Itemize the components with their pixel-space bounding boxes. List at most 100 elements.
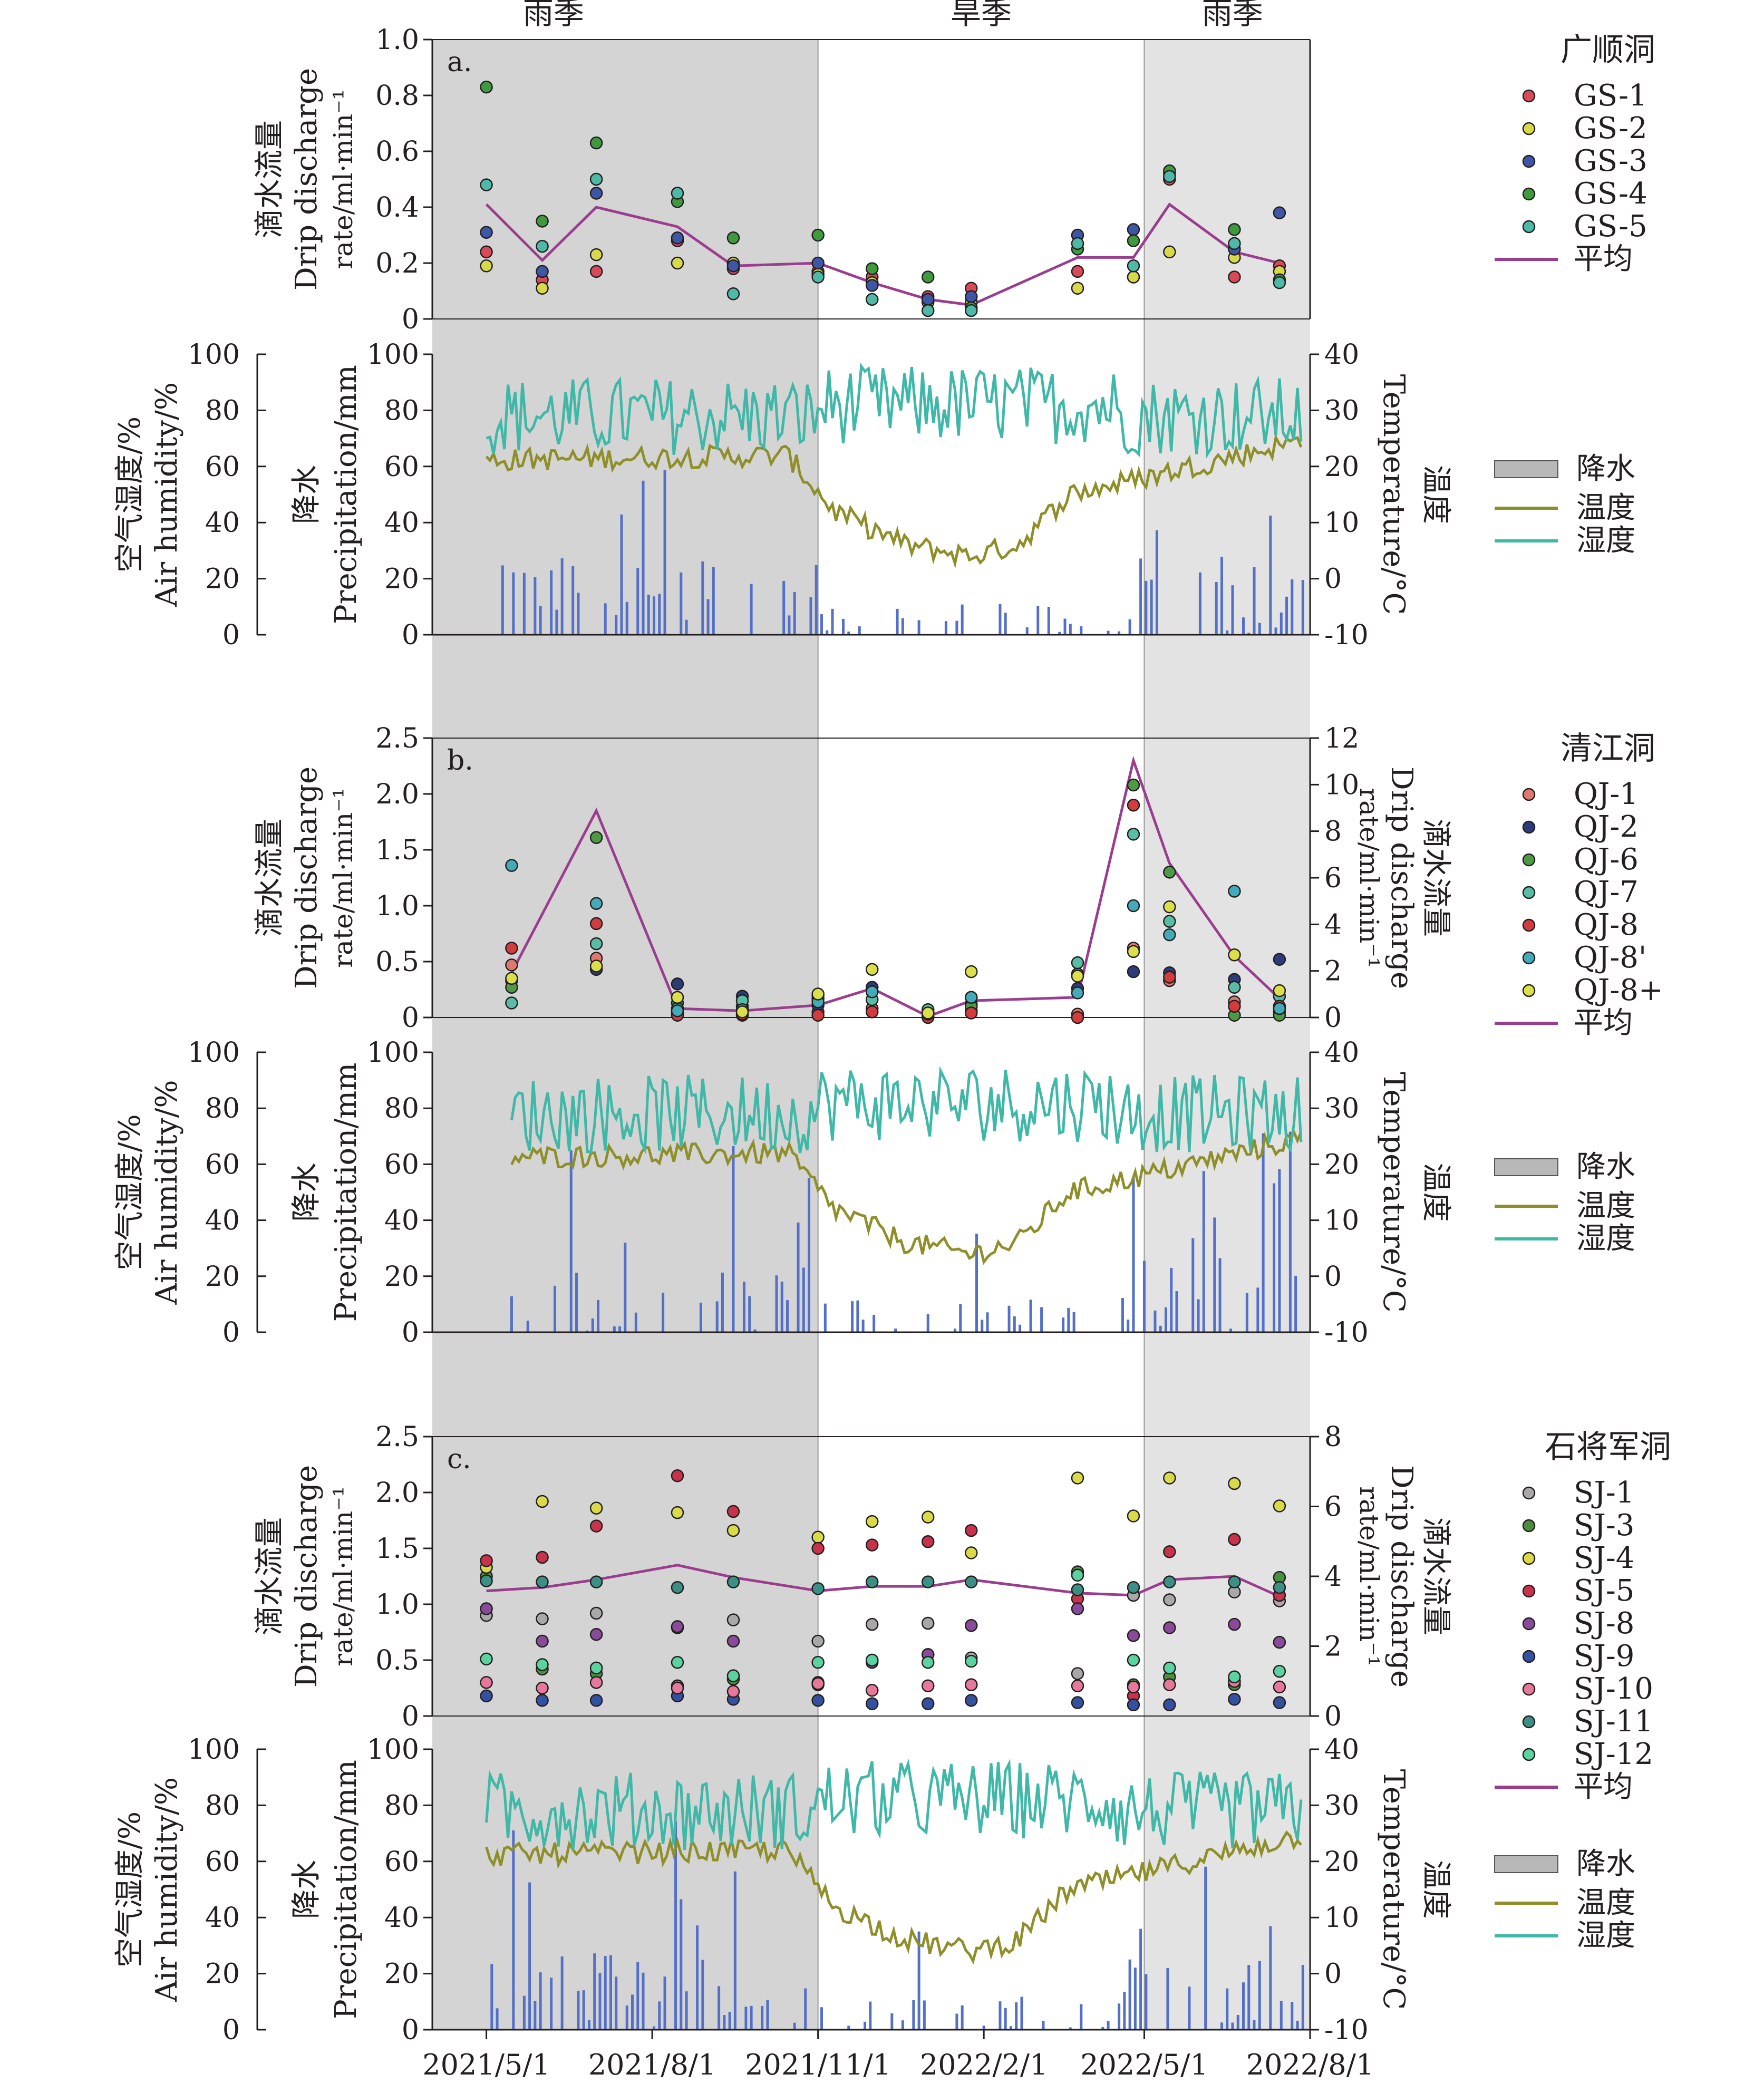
point-sj-12 (811, 1655, 825, 1669)
point-sj-8 (1127, 1629, 1140, 1642)
legend-marker (1522, 820, 1536, 834)
point-sj-8 (589, 1627, 603, 1641)
point-qj-8- (671, 1004, 684, 1017)
point-sj-8 (726, 1634, 740, 1648)
point-sj-10 (589, 1676, 603, 1689)
point-sj-10 (1127, 1680, 1140, 1694)
point-gs-5 (1127, 259, 1140, 273)
point-sj-12 (1163, 1661, 1176, 1675)
point-qj-8- (964, 965, 978, 978)
drip-right-title-cn: 滴水流量 (1419, 1517, 1453, 1635)
climate-panel-b: 100 100 40 80 80 30 60 60 20 40 40 10 20 20 0 0 0 -10 空气湿度… (113, 1037, 1635, 1349)
legend-precip-label: 降水 (1576, 1847, 1635, 1881)
point-gs-5 (921, 304, 935, 317)
point-qj-8 (1071, 1011, 1084, 1024)
point-qj-1 (505, 958, 518, 972)
point-sj-9 (964, 1694, 978, 1707)
point-sj-10 (536, 1681, 549, 1695)
point-sj-1 (811, 1634, 825, 1648)
point-gs-3 (811, 256, 825, 270)
precip-axis-title-en: Precipitation/mm (329, 365, 363, 624)
point-gs-3 (671, 231, 684, 245)
season-band-2 (818, 40, 1145, 2030)
humidity-tick-label: 0 (222, 2014, 240, 2046)
point-sj-8 (1273, 1635, 1286, 1649)
legend-label: QJ-8' (1574, 941, 1646, 975)
season-band-1 (432, 40, 818, 2030)
humidity-tick-label: 60 (205, 1149, 240, 1180)
point-sj-1 (865, 1617, 879, 1631)
point-qj-6 (1127, 778, 1140, 792)
humidity-tick-label: 20 (205, 1261, 240, 1293)
point-sj-4 (921, 1510, 935, 1524)
point-sj-4 (1273, 1499, 1286, 1513)
panel-label: a. (447, 46, 472, 78)
humidity-tick-label: 80 (205, 1093, 240, 1125)
x-tick-label: 2021/8/1 (588, 2048, 716, 2081)
legend-marker (1522, 951, 1536, 965)
humidity-tick-label: 60 (205, 451, 240, 483)
point-gs-5 (536, 239, 549, 253)
point-sj-12 (589, 1661, 603, 1675)
point-sj-5 (536, 1550, 549, 1564)
temp-tick-label: -10 (1324, 1317, 1369, 1349)
point-sj-10 (1071, 1679, 1084, 1693)
point-sj-5 (726, 1505, 740, 1518)
point-qj-6 (589, 831, 603, 844)
humidity-line (485, 1758, 1303, 1850)
season-band-3 (1144, 40, 1310, 2030)
point-qj-8 (1163, 971, 1176, 984)
point-qj-8- (589, 897, 603, 910)
drip-y-title-unit: rate/ml·min⁻¹ (328, 788, 358, 968)
point-gs-1 (589, 265, 603, 278)
point-sj-1 (726, 1613, 740, 1626)
legend-temp-label: 温度 (1576, 1189, 1635, 1223)
drip-y-title-en: Drip discharge (289, 68, 324, 290)
precip-tick-label: 20 (384, 1959, 419, 1990)
legend-marker (1522, 886, 1536, 899)
point-sj-11 (921, 1575, 935, 1588)
legend-marker (1522, 187, 1536, 201)
temp-axis-title-en: Temperature/°C (1377, 1769, 1411, 2010)
drip-y-title-en: Drip discharge (289, 767, 324, 989)
point-sj-11 (726, 1575, 740, 1588)
humidity-tick-label: 100 (188, 1037, 240, 1069)
temp-tick-label: 20 (1324, 1149, 1359, 1180)
humidity-axis-title-cn: 空气湿度/% (113, 416, 147, 573)
drip-right-tick-label: 4 (1324, 1561, 1342, 1593)
point-qj-7 (1127, 828, 1140, 841)
point-qj-8 (505, 942, 518, 955)
legend-marker (1522, 122, 1536, 135)
legend-marker (1522, 220, 1536, 234)
humidity-tick-label: 100 (188, 1734, 240, 1766)
point-sj-4 (1163, 1471, 1176, 1485)
point-qj-8- (1273, 1002, 1286, 1015)
drip-y-tick-label: 0.5 (375, 946, 419, 978)
drip-right-tick-label: 8 (1324, 816, 1342, 848)
legend-label: SJ-8 (1574, 1606, 1634, 1641)
point-qj-2 (1273, 953, 1286, 966)
point-sj-12 (1127, 1653, 1140, 1667)
point-gs-2 (1071, 282, 1084, 295)
legend-marker (1522, 1519, 1536, 1533)
temp-axis-title-cn: 温度 (1419, 465, 1453, 524)
point-qj-8 (589, 917, 603, 930)
drip-y-tick-label: 2.0 (375, 1477, 419, 1509)
point-gs-1 (1071, 265, 1084, 278)
point-sj-11 (1071, 1583, 1084, 1596)
point-sj-8 (1071, 1602, 1084, 1615)
drip-right-title-en: Drip discharge (1384, 767, 1419, 989)
drip-y-tick-label: 0.8 (375, 80, 419, 112)
point-qj-8 (1228, 1000, 1241, 1013)
humidity-line (486, 362, 1303, 459)
point-sj-5 (671, 1469, 684, 1482)
point-gs-3 (921, 293, 935, 306)
x-tick-label: 2022/8/1 (1246, 2048, 1374, 2081)
point-qj-2 (1127, 965, 1140, 978)
point-sj-5 (964, 1524, 978, 1537)
legend-marker (1522, 918, 1536, 932)
x-tick-label: 2021/11/1 (745, 2048, 891, 2081)
point-sj-4 (671, 1506, 684, 1519)
drip-y-tick-label: 0 (402, 1701, 419, 1732)
drip-right-tick-label: 6 (1324, 1491, 1342, 1523)
